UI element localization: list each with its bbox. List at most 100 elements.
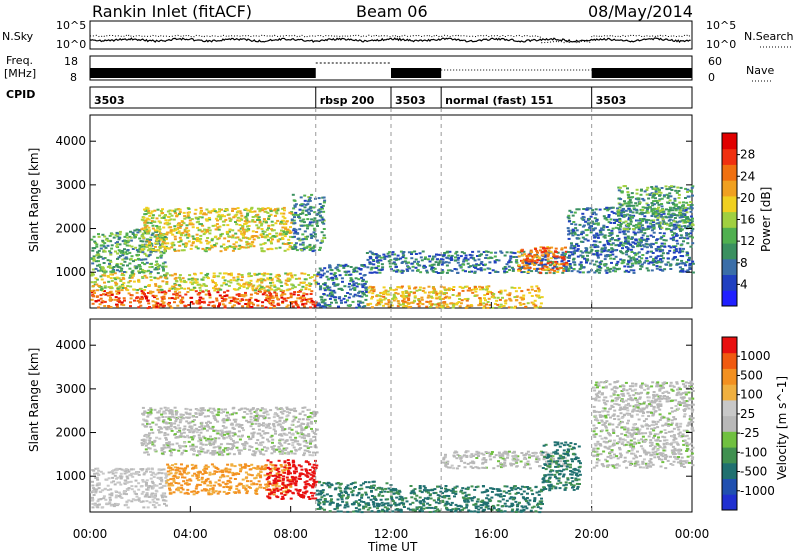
- power-cell: [140, 248, 144, 251]
- power-cell: [273, 214, 277, 217]
- power-cell: [489, 251, 493, 254]
- power-cell: [392, 289, 396, 292]
- power-cell: [639, 241, 643, 244]
- power-cell: [250, 306, 254, 308]
- power-cell: [241, 305, 245, 308]
- power-cell: [147, 269, 151, 272]
- power-cell: [331, 279, 335, 282]
- power-cell: [661, 218, 665, 221]
- velocity-cell: [306, 416, 310, 418]
- power-cell: [479, 299, 483, 302]
- power-cell: [197, 220, 200, 223]
- power-cell: [253, 210, 257, 213]
- power-cell: [141, 251, 145, 254]
- power-cell: [276, 219, 280, 222]
- power-cell: [106, 244, 110, 247]
- power-cell: [273, 284, 276, 287]
- power-cell: [296, 232, 300, 235]
- power-cell: [673, 232, 676, 235]
- power-cell: [206, 230, 209, 233]
- power-cell: [462, 252, 466, 255]
- power-cell: [596, 256, 600, 259]
- power-cell: [446, 250, 450, 253]
- power-cell: [644, 218, 648, 221]
- power-cell: [143, 221, 147, 224]
- power-cell: [413, 250, 417, 253]
- power-cell: [319, 295, 323, 298]
- power-cell: [592, 240, 596, 243]
- power-cell: [147, 229, 151, 232]
- power-cell: [611, 227, 615, 230]
- velocity-cell: [131, 475, 135, 478]
- velocity-cell: [280, 434, 284, 437]
- velocity-cell: [233, 420, 237, 423]
- power-cell: [638, 218, 642, 220]
- power-cell: [312, 231, 316, 234]
- power-cell: [527, 266, 531, 269]
- power-cell: [608, 240, 612, 243]
- power-cell: [103, 257, 107, 259]
- power-cell: [207, 226, 211, 229]
- power-cell: [654, 241, 658, 244]
- power-cell: [579, 250, 583, 253]
- power-cell: [682, 201, 685, 204]
- power-cell: [101, 239, 105, 242]
- power-cell: [328, 305, 332, 307]
- power-cell: [407, 266, 411, 269]
- power-cell: [99, 247, 103, 250]
- power-cell: [647, 219, 650, 222]
- power-cell: [132, 260, 135, 263]
- power-cell: [515, 259, 519, 262]
- velocity-cell: [132, 490, 136, 493]
- power-cell: [251, 230, 255, 233]
- velocity-cell: [97, 483, 101, 486]
- velocity-cell: [144, 441, 147, 444]
- power-cell: [458, 264, 462, 267]
- power-cell: [90, 298, 94, 301]
- power-cell: [407, 251, 411, 254]
- power-cell: [285, 289, 289, 292]
- power-cell: [218, 302, 222, 305]
- power-cell: [589, 207, 593, 210]
- power-cell: [509, 257, 513, 260]
- power-cell: [211, 300, 215, 303]
- radar-title: Rankin Inlet (fitACF): [92, 2, 252, 21]
- power-cell: [165, 247, 169, 249]
- power-cell: [251, 235, 255, 237]
- power-cell: [236, 236, 240, 239]
- power-cell: [332, 289, 336, 292]
- power-cell: [90, 281, 94, 284]
- power-cell: [228, 301, 232, 304]
- power-cell: [494, 270, 498, 273]
- power-cell: [649, 222, 653, 225]
- power-cell: [659, 215, 663, 218]
- power-cell: [595, 252, 599, 254]
- power-cell: [402, 305, 406, 308]
- power-cell: [166, 231, 170, 234]
- power-cell: [629, 201, 633, 204]
- power-cell: [586, 219, 590, 222]
- power-cell: [663, 245, 667, 248]
- power-cell: [294, 246, 298, 249]
- power-cell: [286, 280, 290, 282]
- power-cell: [236, 210, 240, 213]
- power-cell: [157, 220, 161, 223]
- power-cell: [624, 240, 627, 243]
- velocity-cell: [165, 422, 169, 425]
- power-cell: [175, 288, 179, 291]
- power-cell: [266, 296, 270, 298]
- power-cell: [194, 279, 198, 282]
- power-cell: [121, 240, 125, 243]
- power-cell: [456, 258, 460, 261]
- power-cell: [120, 269, 123, 272]
- power-cell: [665, 227, 669, 230]
- velocity-cell: [250, 446, 254, 449]
- freq-bars: [90, 62, 692, 78]
- power-cell: [297, 283, 301, 286]
- power-cell: [147, 209, 151, 212]
- power-cell: [668, 209, 672, 211]
- power-cell: [517, 269, 521, 272]
- power-cell: [91, 272, 94, 275]
- power-cell: [308, 276, 312, 279]
- power-cell: [552, 252, 556, 255]
